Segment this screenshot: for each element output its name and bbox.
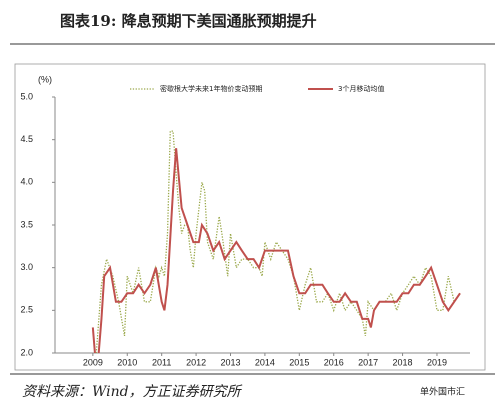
x-tick-label: 2017 — [358, 357, 378, 367]
y-tick-label: 2.0 — [20, 347, 33, 357]
x-tick-label: 2010 — [117, 357, 137, 367]
y-tick-label: 5.0 — [20, 91, 33, 101]
source-note: 资料来源：Wind，方正证券研究所 — [22, 384, 243, 400]
series-line — [95, 130, 461, 353]
plot-area: 2.0 2.5 3.0 3.5 4.0 4.5 5.0 2009 2010 2011 2012 201… — [20, 84, 470, 367]
x-tick-label: 2009 — [83, 357, 103, 367]
x-tick-label: 2016 — [324, 357, 344, 367]
x-tick-label: 2011 — [152, 357, 171, 367]
legend-label: 3个月移动均值 — [338, 84, 384, 93]
chart-frame — [14, 63, 486, 371]
x-tick-label: 2019 — [427, 357, 447, 367]
legend-label: 密歇根大学未来1年物价变动预期 — [160, 84, 262, 93]
watermark: 单外国市汇 — [420, 386, 465, 398]
chart-title: 图表19: 降息预期下美国通胀预期提升 — [60, 12, 317, 30]
y-axis-label: (%) — [38, 74, 52, 84]
y-tick-label: 3.5 — [20, 219, 33, 229]
y-tick-label: 3.0 — [20, 262, 33, 272]
y-tick-label: 4.5 — [20, 134, 33, 144]
x-tick-label: 2014 — [255, 357, 275, 367]
series-line — [91, 148, 461, 353]
x-tick-label: 2013 — [220, 357, 240, 367]
x-tick-label: 2018 — [393, 357, 413, 367]
y-tick-label: 2.5 — [20, 305, 33, 315]
x-tick-label: 2015 — [289, 357, 309, 367]
x-tick-label: 2012 — [186, 357, 206, 367]
y-tick-label: 4.0 — [20, 177, 33, 187]
